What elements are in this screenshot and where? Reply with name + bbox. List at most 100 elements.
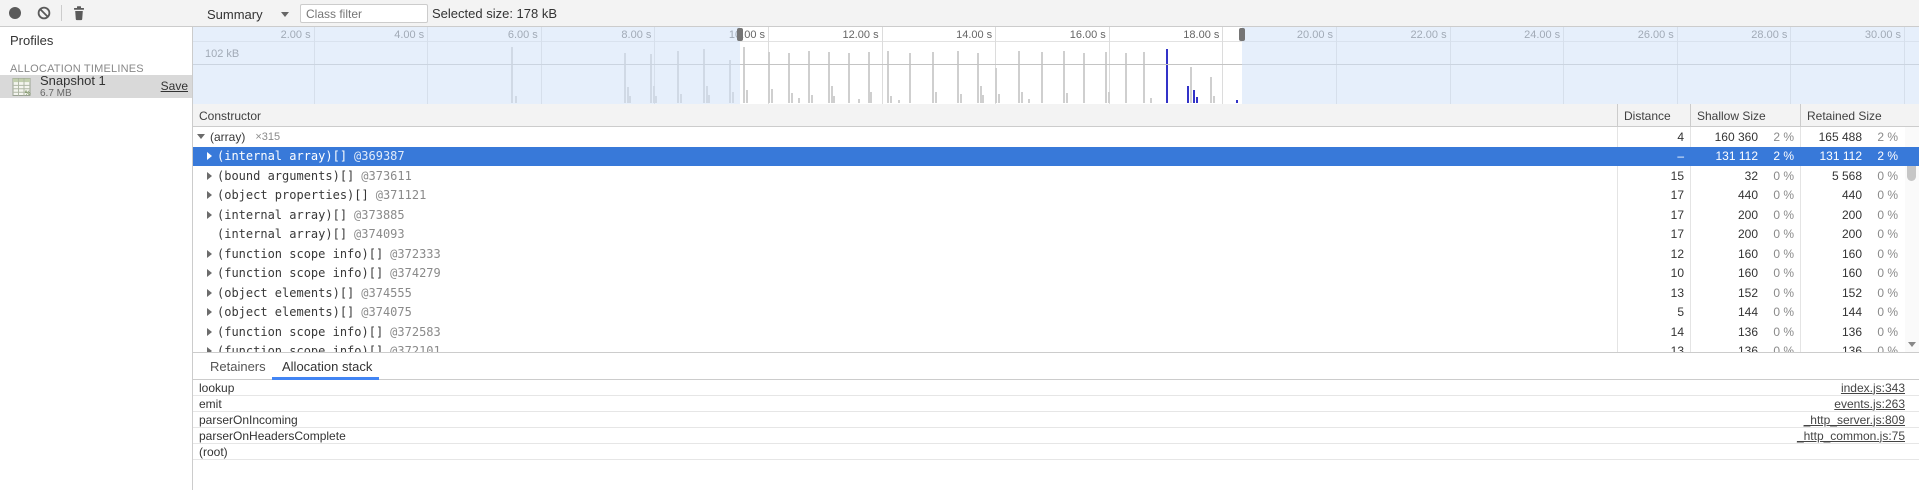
allocation-bar — [745, 90, 748, 103]
percent-value: 0 % — [1877, 207, 1898, 222]
table-row[interactable]: (function scope info)[] @372101 13 136 0 % 13… — [193, 342, 1919, 352]
timeline-unselected-overlay-left — [193, 27, 740, 104]
allocation-bar — [995, 67, 998, 103]
instance-count: ×315 — [255, 130, 281, 143]
allocation-bar — [1083, 52, 1086, 103]
retained-size-cell: 136 0 % — [1800, 342, 1904, 352]
column-header-shallow-size[interactable]: Shallow Size — [1697, 109, 1766, 123]
constructor-cell: (internal array)[] @369387 — [207, 147, 405, 167]
table-row[interactable]: (internal array)[] @369387–131 112 2 % 131 … — [193, 146, 1919, 167]
constructor-name: (function scope info)[] — [217, 324, 384, 339]
sidebar-item-snapshot-1[interactable]: % Snapshot 1 6.7 MB Save — [0, 74, 192, 99]
allocation-bar — [847, 52, 850, 103]
expander-collapsed-icon[interactable] — [207, 308, 212, 317]
allocation-bar — [1063, 50, 1066, 103]
shallow-size-cell: 160 0 % — [1690, 264, 1800, 284]
stack-frame-row[interactable]: (root) — [193, 444, 1919, 460]
table-row[interactable]: (function scope info)[] @374279 10 160 0 % 16… — [193, 264, 1919, 284]
allocation-bar — [1124, 52, 1127, 103]
summary-dropdown-label: Summary — [207, 6, 263, 22]
allocation-timeline-overview[interactable]: 2.00 s4.00 s6.00 s8.00 s10.00 s12.00 s14… — [193, 27, 1919, 105]
allocation-bar — [1143, 51, 1146, 103]
expander-collapsed-icon[interactable] — [207, 327, 212, 336]
table-row[interactable]: (function scope info)[] @372333 12 160 0 % 16… — [193, 244, 1919, 264]
selected-size-text: Selected size: 178 kB — [432, 6, 558, 21]
stack-frame-row[interactable]: emit events.js:263 — [193, 396, 1919, 412]
distance-cell: – — [1677, 149, 1684, 164]
column-divider — [1690, 104, 1691, 127]
table-row[interactable]: (object elements)[] @374555 13 152 0 % 152 0 % — [193, 283, 1919, 303]
table-row[interactable]: (internal array)[] @373885 17 200 0 % 200 0 % — [193, 205, 1919, 225]
expander-collapsed-icon[interactable] — [207, 347, 212, 352]
percent-value: 2 % — [1877, 129, 1898, 144]
selection-handle-right[interactable] — [1239, 28, 1246, 41]
constructor-cell: (function scope info)[] @372101 — [207, 342, 441, 352]
timeline-gridline — [881, 27, 883, 104]
retained-size-cell: 160 0 % — [1800, 244, 1904, 264]
table-row[interactable]: (object properties)[] @371121 17 440 0 % 440 0… — [193, 186, 1919, 206]
allocation-bar — [1018, 50, 1021, 103]
save-link[interactable]: Save — [160, 79, 188, 93]
table-row[interactable]: (internal array)[] @374093 17 200 0 % 200 0 % — [193, 225, 1919, 245]
column-divider — [1690, 127, 1691, 352]
column-header-retained-size[interactable]: Retained Size — [1807, 109, 1882, 123]
expander-collapsed-icon[interactable] — [207, 288, 212, 297]
selection-handle-left[interactable] — [736, 28, 743, 41]
frame-source-link[interactable]: _http_server.js:809 — [1803, 412, 1905, 427]
toolbar-separator — [61, 5, 62, 21]
frame-source-link[interactable]: _http_common.js:75 — [1796, 428, 1905, 443]
distance-cell: 5 — [1677, 305, 1684, 320]
scrollbar-thumb[interactable] — [1907, 151, 1916, 181]
shallow-size-cell: 136 0 % — [1690, 322, 1800, 342]
constructor-cell: (bound arguments)[] @373611 — [207, 166, 412, 186]
constructor-cell: (object elements)[] @374555 — [207, 283, 412, 303]
percent-value: 0 % — [1773, 207, 1794, 222]
object-id: @372333 — [390, 246, 441, 261]
frame-source-link[interactable]: index.js:343 — [1840, 380, 1905, 395]
table-row[interactable]: (bound arguments)[] @373611 15 32 0 % 5 568 0 … — [193, 166, 1919, 186]
column-header-distance[interactable]: Distance — [1624, 109, 1671, 123]
allocation-stack-panel: lookup index.js:343 emit events.js:263 parse… — [193, 380, 1919, 490]
allocation-bar — [1066, 92, 1069, 103]
allocation-bar — [897, 99, 900, 103]
class-filter-input[interactable] — [300, 4, 428, 23]
allocation-bar — [830, 85, 833, 103]
stack-frame-row[interactable]: parserOnIncoming _http_server.js:809 — [193, 412, 1919, 428]
tab-retainers[interactable]: Retainers — [210, 359, 266, 374]
timeline-band-divider — [193, 41, 1919, 42]
percent-value: 2 % — [1773, 129, 1794, 144]
expander-collapsed-icon[interactable] — [207, 191, 212, 200]
column-header-constructor[interactable]: Constructor — [199, 109, 262, 123]
percent-value: 0 % — [1877, 266, 1898, 281]
tab-allocation-stack[interactable]: Allocation stack — [282, 359, 373, 374]
table-row[interactable]: (array) ×315 4 160 360 2 % 165 488 2 % — [193, 127, 1919, 147]
expander-collapsed-icon[interactable] — [207, 269, 212, 278]
table-row[interactable]: (function scope info)[] @372583 14 136 0 % 13… — [193, 322, 1919, 342]
stack-frame-row[interactable]: lookup index.js:343 — [193, 380, 1919, 396]
percent-value: 0 % — [1773, 285, 1794, 300]
timeline-gridline — [995, 27, 997, 104]
clear-icon[interactable] — [37, 6, 51, 20]
expander-collapsed-icon[interactable] — [207, 171, 212, 180]
allocation-bar — [980, 85, 982, 103]
frame-source-link[interactable]: events.js:263 — [1834, 396, 1905, 411]
record-icon[interactable] — [9, 7, 21, 19]
allocation-bar — [1107, 91, 1110, 103]
allocation-bar — [1020, 91, 1023, 103]
grid-scrollbar[interactable] — [1905, 127, 1919, 352]
allocation-bar-live — [1187, 85, 1190, 103]
constructor-name: (object elements)[] — [217, 305, 355, 320]
percent-value: 0 % — [1877, 305, 1898, 320]
object-id: @371121 — [375, 188, 427, 203]
trash-icon[interactable] — [71, 5, 87, 21]
expander-collapsed-icon[interactable] — [207, 152, 212, 161]
table-row[interactable]: (object elements)[] @374075 5 144 0 % 144 0 % — [193, 303, 1919, 323]
constructor-cell: (array) ×315 — [197, 127, 280, 147]
expander-collapsed-icon[interactable] — [207, 249, 212, 258]
expander-collapsed-icon[interactable] — [207, 210, 212, 219]
expander-expanded-icon[interactable] — [197, 134, 205, 140]
percent-value: 0 % — [1773, 168, 1794, 183]
scrollbar-down-arrow[interactable] — [1907, 339, 1917, 349]
stack-frame-row[interactable]: parserOnHeadersComplete _http_common.js:7… — [193, 428, 1919, 444]
summary-dropdown[interactable]: Summary — [207, 6, 289, 22]
